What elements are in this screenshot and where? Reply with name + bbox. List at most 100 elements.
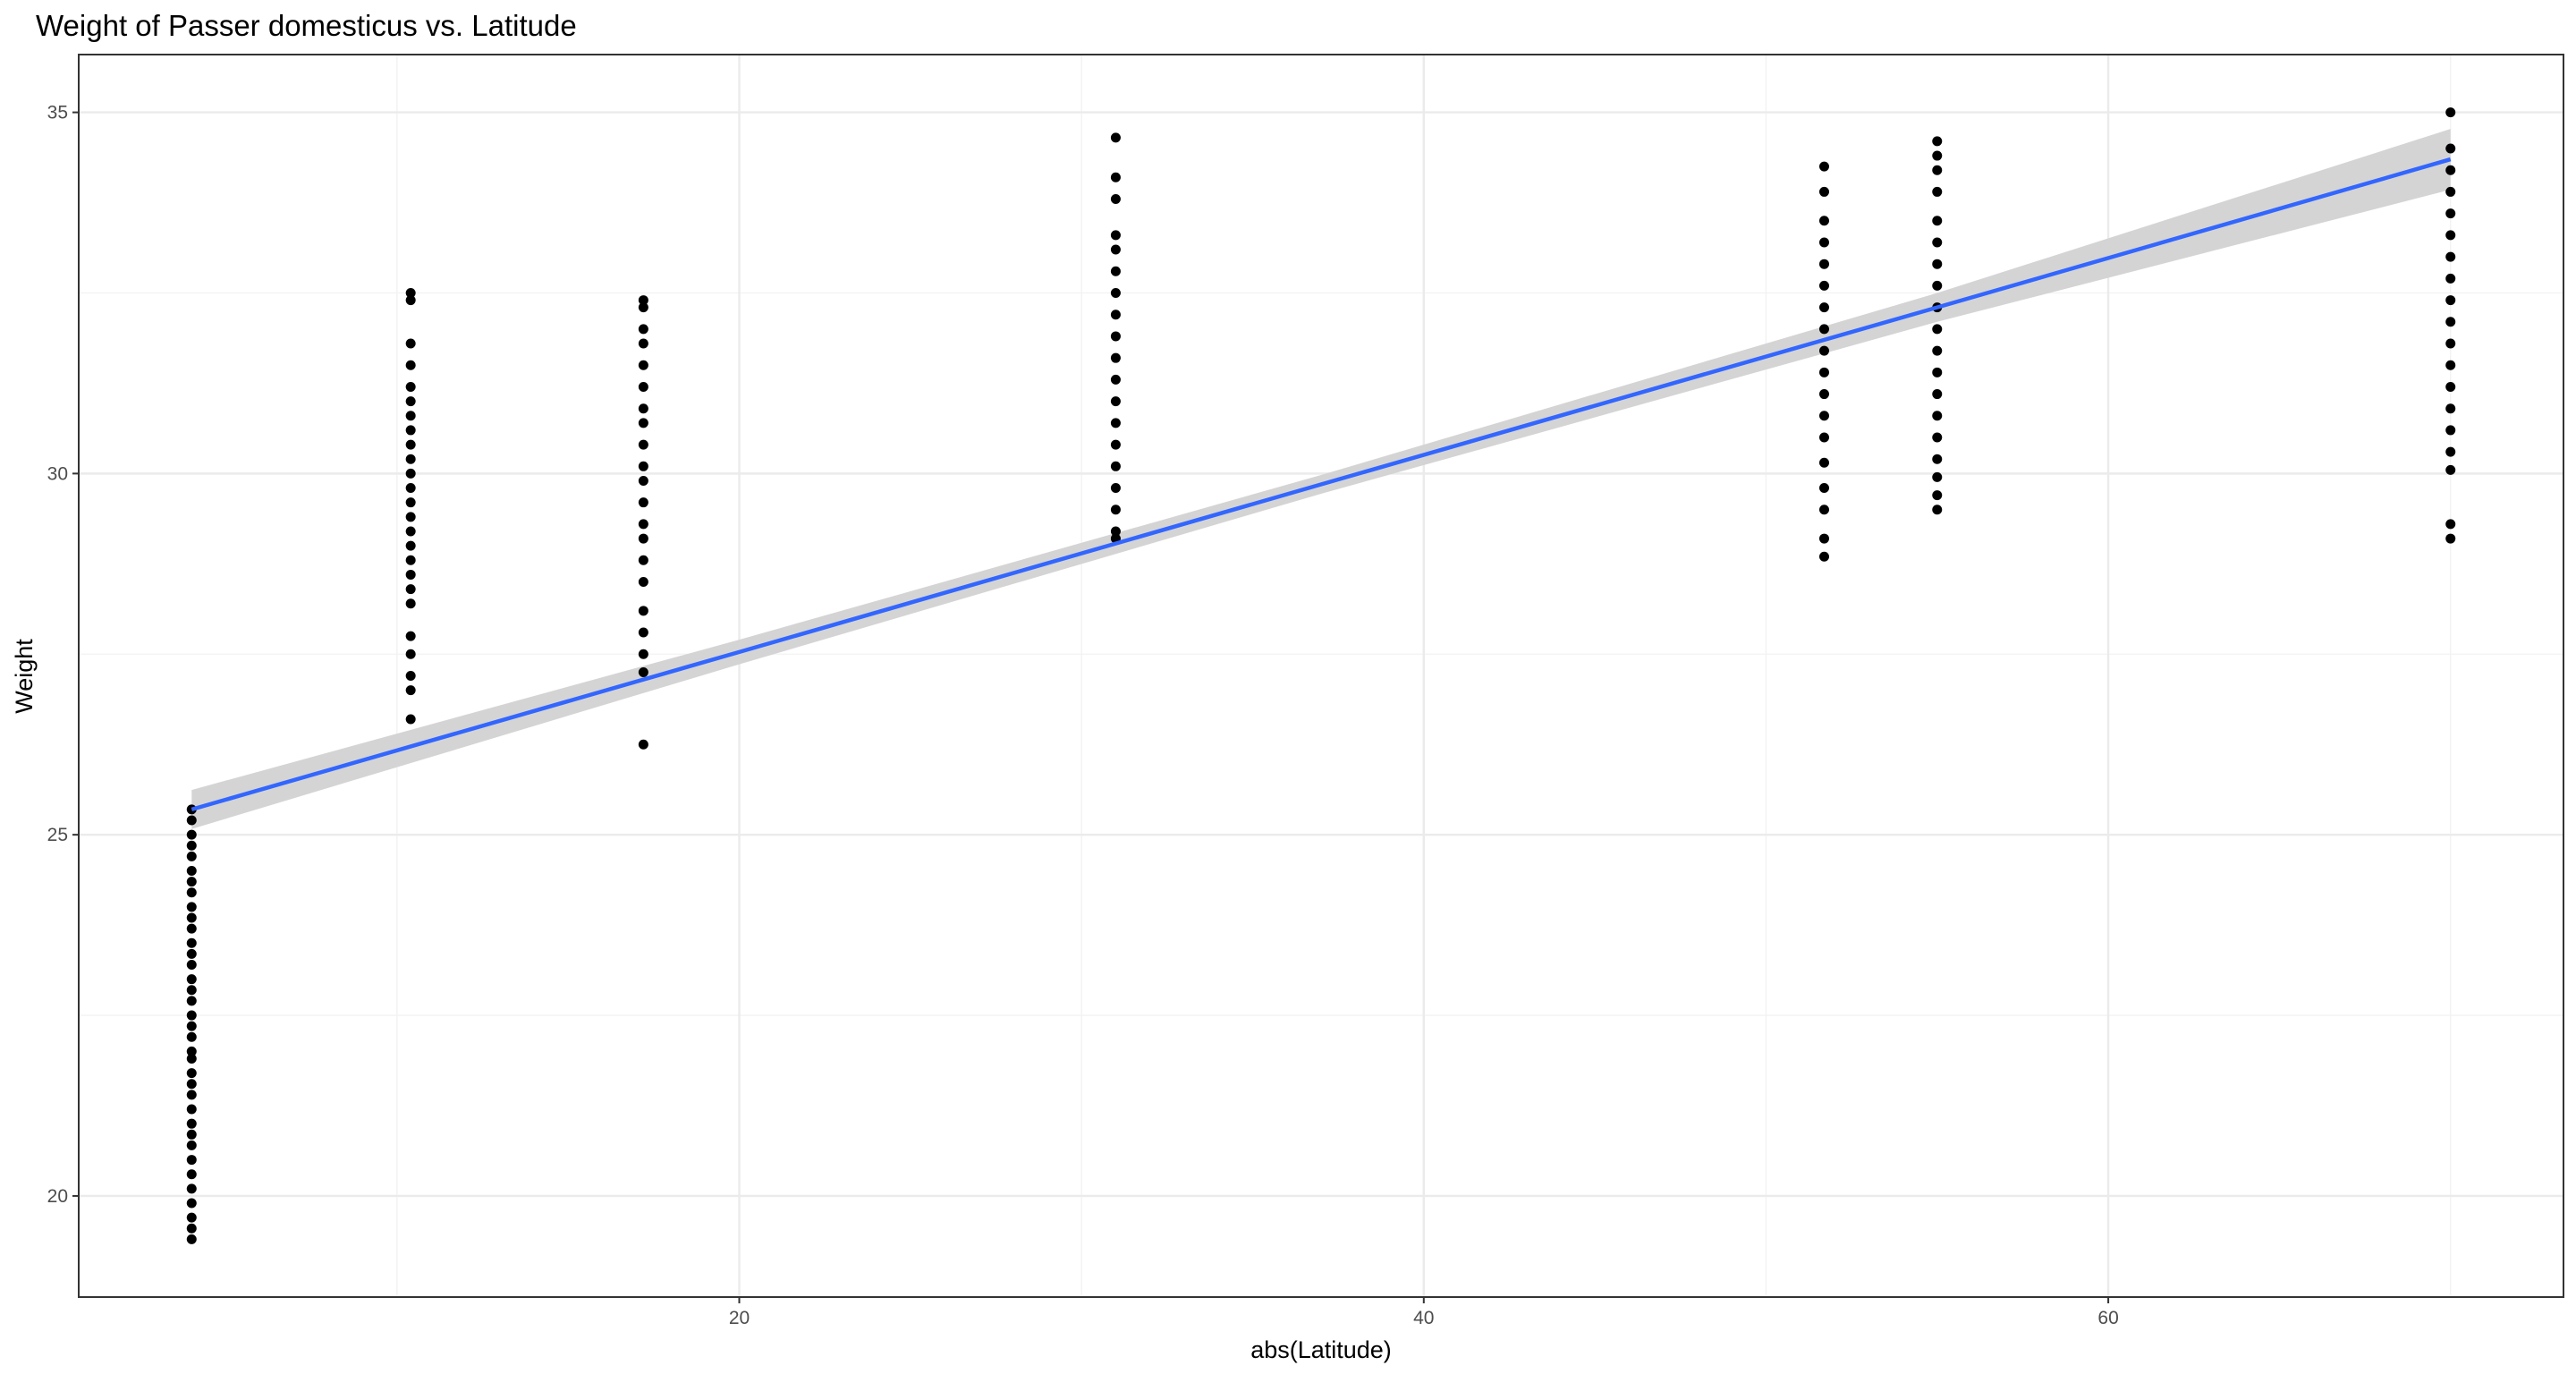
data-point: [186, 1079, 197, 1090]
data-point: [1110, 505, 1121, 515]
data-point: [405, 360, 416, 370]
data-point: [186, 1090, 197, 1100]
data-point: [405, 338, 416, 349]
data-point: [1932, 259, 1943, 269]
data-point: [186, 1212, 197, 1223]
data-point: [1818, 367, 1829, 377]
data-point: [1932, 411, 1943, 421]
data-point: [1110, 439, 1121, 450]
data-point: [2445, 295, 2456, 306]
data-point: [186, 1140, 197, 1150]
data-point: [186, 996, 197, 1006]
data-point: [638, 666, 648, 677]
data-point: [2445, 446, 2456, 457]
data-point: [186, 912, 197, 923]
data-point: [638, 577, 648, 588]
data-point: [638, 606, 648, 616]
data-point: [405, 287, 416, 298]
data-point: [638, 461, 648, 471]
x-tick-label: 20: [729, 1308, 750, 1328]
data-point: [2445, 403, 2456, 414]
data-point: [1818, 432, 1829, 443]
data-point: [186, 1021, 197, 1031]
y-tick-label: 20: [47, 1186, 68, 1207]
data-point: [186, 1054, 197, 1064]
data-point: [186, 1118, 197, 1129]
data-point: [2445, 464, 2456, 475]
trend-line: [191, 157, 2452, 812]
confidence-band: [191, 129, 2451, 829]
data-point: [186, 1129, 197, 1140]
data-point: [186, 985, 197, 996]
data-point: [2445, 186, 2456, 197]
data-point: [1932, 454, 1943, 464]
data-point: [186, 1031, 197, 1042]
chart-title: Weight of Passer domesticus vs. Latitude: [36, 9, 577, 42]
data-point: [1932, 471, 1943, 482]
data-point: [186, 902, 197, 912]
data-point: [186, 1223, 197, 1234]
data-point: [2445, 381, 2456, 392]
data-point: [1818, 216, 1829, 226]
data-point: [405, 425, 416, 436]
data-point: [2445, 425, 2456, 436]
data-point: [1932, 237, 1943, 248]
data-point: [405, 569, 416, 580]
data-point: [405, 483, 416, 494]
data-point: [405, 295, 416, 306]
data-point: [1932, 165, 1943, 175]
data-point: [186, 937, 197, 948]
data-point: [1932, 345, 1943, 356]
data-point: [1818, 505, 1829, 515]
data-point: [1110, 483, 1121, 494]
x-tick-label: 60: [2097, 1308, 2118, 1328]
data-point: [405, 671, 416, 681]
data-point: [1818, 186, 1829, 197]
data-point: [638, 497, 648, 508]
data-point: [2445, 519, 2456, 530]
data-point: [1932, 150, 1943, 161]
data-point: [405, 468, 416, 479]
data-point: [638, 302, 648, 313]
data-point: [186, 1068, 197, 1079]
data-point: [405, 497, 416, 508]
y-tick-label: 25: [47, 825, 68, 845]
data-point: [638, 295, 648, 306]
data-point: [1818, 389, 1829, 400]
data-point: [186, 1046, 197, 1056]
data-point: [2445, 165, 2456, 175]
data-point: [405, 396, 416, 407]
panel-border: [78, 54, 2564, 1298]
data-point: [2445, 143, 2456, 154]
data-point: [1110, 396, 1121, 407]
data-point: [405, 649, 416, 659]
data-point: [186, 840, 197, 851]
data-point: [186, 851, 197, 861]
y-tick-label: 30: [47, 463, 68, 484]
data-point: [1818, 411, 1829, 421]
data-point: [405, 584, 416, 595]
x-tick-label: 40: [1413, 1308, 1434, 1328]
y-axis-label: Weight: [11, 639, 38, 714]
data-point: [638, 403, 648, 414]
data-point: [2445, 251, 2456, 262]
data-point: [405, 454, 416, 464]
data-point: [1110, 461, 1121, 471]
data-point: [186, 1183, 197, 1194]
data-point: [2445, 208, 2456, 219]
data-point: [186, 948, 197, 959]
data-point: [1110, 230, 1121, 241]
data-point: [1110, 310, 1121, 320]
data-point: [1110, 352, 1121, 363]
data-point: [1818, 302, 1829, 313]
data-point: [1818, 483, 1829, 494]
data-point: [1932, 186, 1943, 197]
data-point: [1818, 533, 1829, 544]
data-point: [638, 360, 648, 370]
data-point: [638, 627, 648, 638]
data-point: [1932, 367, 1943, 377]
data-point: [1932, 432, 1943, 443]
data-point: [1818, 345, 1829, 356]
